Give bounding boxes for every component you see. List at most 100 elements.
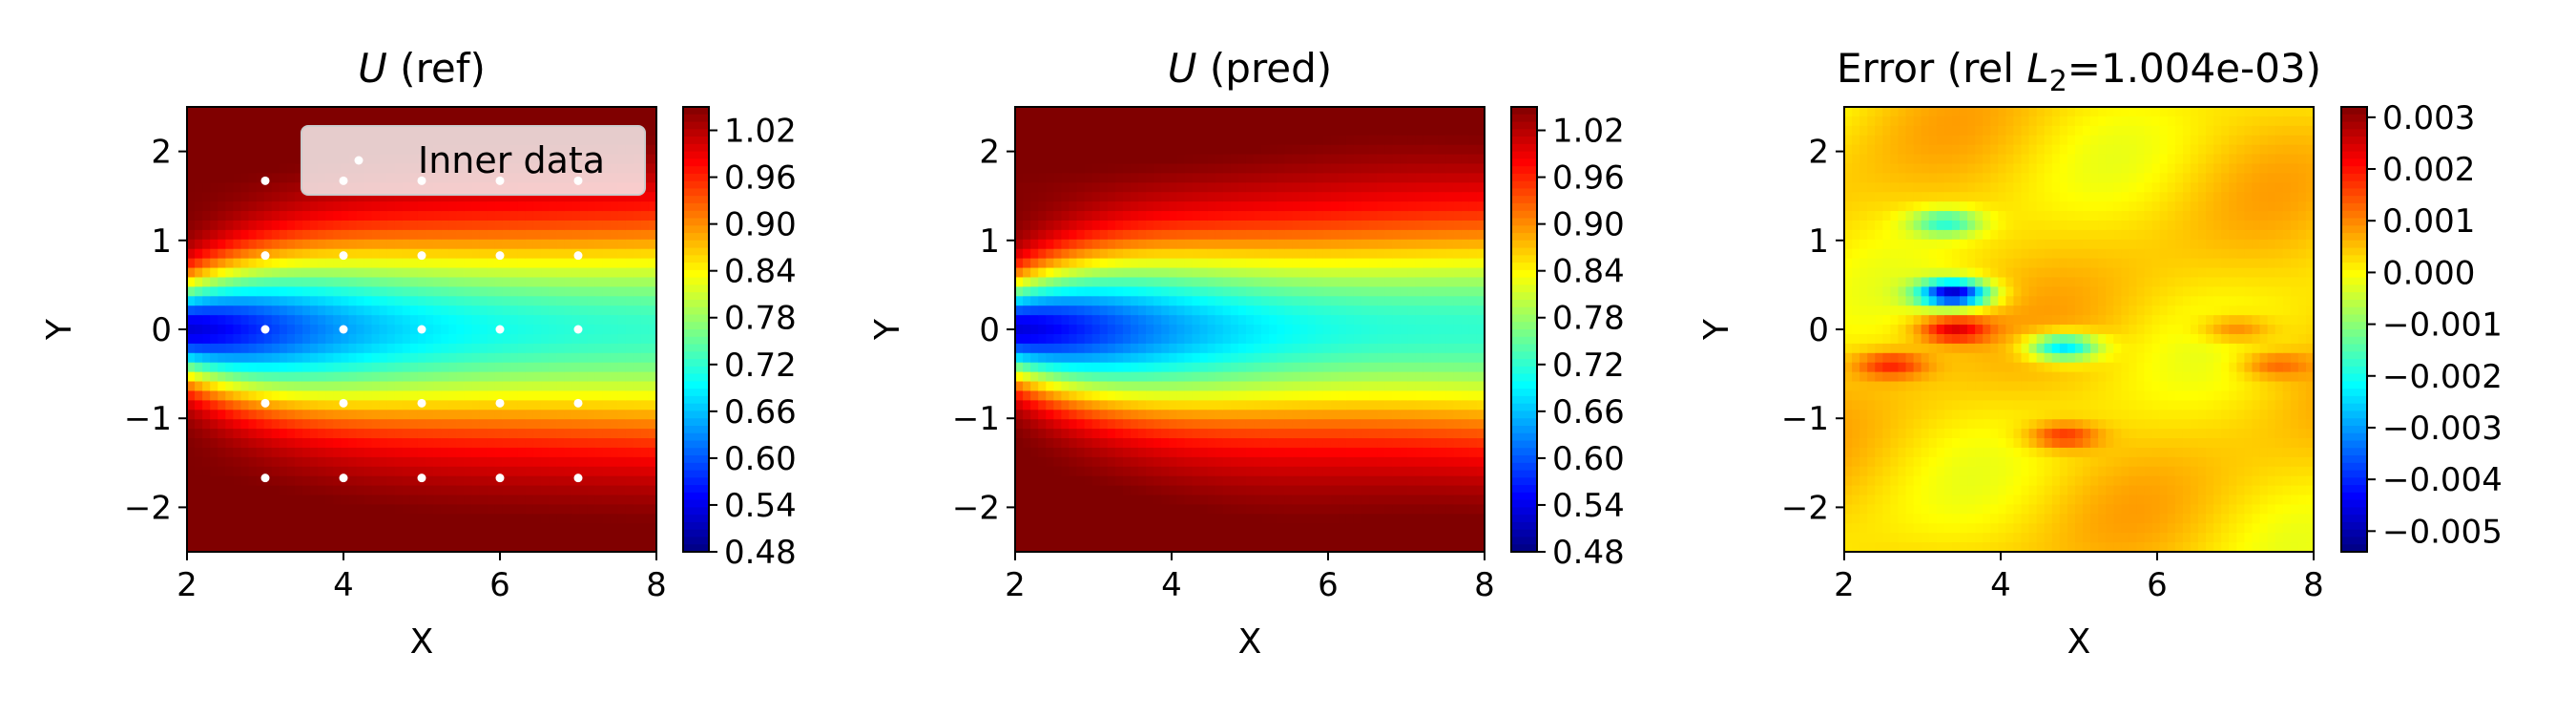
heatmap-cell [379, 542, 388, 553]
heatmap-cell [210, 466, 218, 477]
heatmap-cell [1161, 410, 1170, 420]
heatmap-cell [286, 362, 296, 373]
heatmap-cell [1307, 475, 1317, 487]
heatmap-cell [333, 267, 342, 279]
heatmap-cell [1138, 390, 1147, 401]
heatmap-cell [325, 352, 334, 364]
heatmap-cell [1322, 400, 1332, 411]
heatmap-cell [1269, 504, 1278, 515]
heatmap-cell [386, 107, 396, 117]
heatmap-cell [1330, 182, 1340, 193]
heatmap-cell [456, 371, 465, 383]
heatmap-cell [1237, 447, 1247, 458]
heatmap-cell [1107, 125, 1116, 137]
heatmap-cell [1184, 362, 1194, 373]
heatmap-cell [1245, 267, 1255, 279]
heatmap-cell [294, 201, 303, 212]
heatmap-cell [456, 325, 465, 335]
heatmap-cell [1169, 125, 1177, 137]
heatmap-cell [1030, 475, 1039, 487]
heatmap-cell [233, 542, 242, 553]
heatmap-cell [1146, 523, 1154, 534]
heatmap-cell [1199, 107, 1209, 117]
heatmap-cell [1091, 211, 1101, 221]
heatmap-cell [1269, 429, 1278, 439]
heatmap-cell [1284, 163, 1293, 174]
heatmap-cell [602, 239, 612, 250]
heatmap-cell [525, 542, 534, 553]
heatmap-cell [509, 325, 519, 335]
heatmap-cell [325, 325, 334, 335]
heatmap-cell [1230, 429, 1239, 439]
heatmap-cell [610, 400, 619, 411]
heatmap-cell [426, 248, 434, 260]
heatmap-cell [256, 286, 265, 297]
heatmap-cell [218, 144, 226, 156]
heatmap-cell [210, 542, 218, 553]
heatmap-cell [325, 192, 334, 202]
heatmap-cell [1330, 267, 1340, 279]
heatmap-cell [301, 267, 311, 279]
heatmap-cell [1061, 277, 1070, 287]
heatmap-cell [318, 381, 326, 392]
heatmap-cell [1084, 116, 1093, 127]
colorbar-segment [683, 225, 709, 234]
heatmap-cell [1076, 182, 1086, 193]
heatmap-cell [1254, 229, 1262, 241]
heatmap-cell [356, 504, 365, 515]
heatmap-cell [210, 229, 218, 241]
heatmap-cell [1292, 438, 1301, 449]
heatmap-cell [1307, 116, 1317, 127]
heatmap-cell [210, 333, 218, 345]
heatmap-cell [1199, 523, 1209, 534]
heatmap-cell [1076, 107, 1086, 117]
colorbar-tick-label: 1.02 [724, 113, 797, 151]
heatmap-cell [310, 456, 319, 468]
colorbar-segment [683, 537, 709, 545]
heatmap-cell [1199, 211, 1209, 221]
heatmap-cell [294, 211, 303, 221]
heatmap-cell [1192, 154, 1201, 165]
heatmap-cell [1176, 485, 1186, 496]
heatmap-cell [1307, 371, 1317, 383]
heatmap-cell [471, 229, 481, 241]
heatmap-cell [1107, 325, 1116, 335]
heatmap-cell [579, 267, 589, 279]
colorbar-segment [683, 507, 709, 516]
heatmap-cell [279, 229, 288, 241]
heatmap-cell [1222, 116, 1232, 127]
heatmap-cell [364, 305, 373, 316]
heatmap-cell [502, 419, 511, 430]
heatmap-cell [456, 523, 465, 534]
heatmap-cell [464, 343, 473, 354]
heatmap-cell [341, 220, 349, 231]
heatmap-cell [1030, 296, 1039, 306]
heatmap-cell [1138, 277, 1147, 287]
heatmap-cell [525, 107, 534, 117]
heatmap-cell [625, 514, 634, 524]
heatmap-cell [1030, 438, 1039, 449]
heatmap-cell [1307, 429, 1317, 439]
heatmap-cell [1122, 362, 1132, 373]
heatmap-cell [263, 258, 273, 269]
heatmap-cell [1222, 296, 1232, 306]
heatmap-cell [1245, 523, 1255, 534]
heatmap-cell [1307, 523, 1317, 534]
heatmap-cell [379, 229, 388, 241]
heatmap-cell [1114, 258, 1124, 269]
heatmap-cell [541, 542, 550, 553]
heatmap-cell [1292, 154, 1301, 165]
heatmap-cell [318, 201, 326, 212]
heatmap-cell [517, 333, 527, 345]
heatmap-cell [471, 220, 481, 231]
heatmap-cell [1046, 296, 1054, 306]
heatmap-cell [426, 305, 434, 316]
heatmap-cell [1099, 514, 1109, 524]
heatmap-cell [318, 475, 326, 487]
heatmap-cell [1207, 381, 1216, 392]
heatmap-cell [532, 381, 542, 392]
heatmap-cell [564, 343, 572, 354]
heatmap-cell [195, 296, 203, 306]
heatmap-cell [448, 315, 457, 326]
heatmap-cell [1215, 381, 1224, 392]
